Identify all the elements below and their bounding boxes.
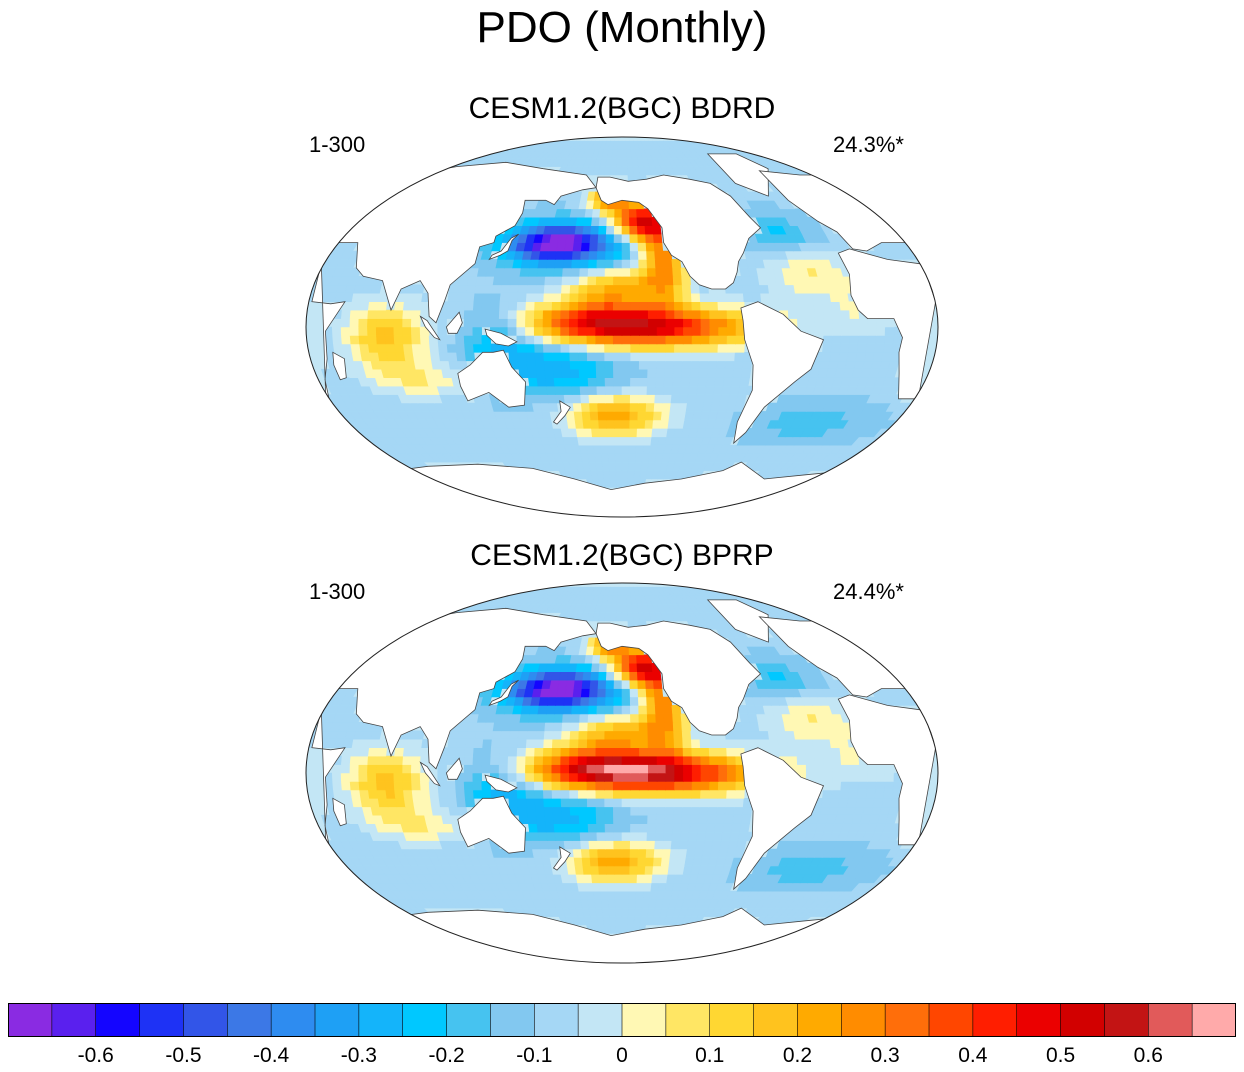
landmass — [484, 774, 518, 793]
colorbar-box — [578, 1003, 623, 1037]
colorbar-box — [1016, 1003, 1061, 1037]
colorbar-box — [929, 1003, 974, 1037]
panel-2-variance: 24.4%* — [833, 579, 904, 604]
colorbar-box — [139, 1003, 184, 1037]
ssta-field — [306, 137, 938, 517]
panel-2-title: CESM1.2(BGC) BPRP — [470, 539, 774, 572]
colorbar-box — [446, 1003, 491, 1037]
landmass — [758, 170, 912, 252]
colorbar-box — [227, 1003, 272, 1037]
colorbar-tick-label: -0.2 — [428, 1044, 465, 1067]
colorbar-tick-label: 0.4 — [958, 1044, 988, 1067]
colorbar-box — [51, 1003, 97, 1037]
landmass — [484, 328, 518, 347]
ssta-field — [306, 583, 938, 963]
colorbar-box — [622, 1003, 667, 1037]
colorbar-box — [1148, 1003, 1193, 1037]
colorbar-tick-label: 0.2 — [782, 1044, 813, 1067]
colorbar-tick-label: -0.4 — [253, 1044, 290, 1067]
colorbar — [8, 1003, 1236, 1037]
landmass — [445, 311, 463, 334]
figure-title: PDO (Monthly) — [476, 3, 768, 52]
colorbar-box — [271, 1003, 316, 1037]
landmass — [595, 174, 762, 290]
colorbar-box — [841, 1003, 886, 1037]
map-outline — [305, 136, 939, 518]
colorbar-box — [358, 1003, 404, 1037]
colorbar-tick-label: 0.1 — [695, 1044, 725, 1067]
colorbar-box — [1104, 1003, 1149, 1037]
colorbar-box — [534, 1003, 579, 1037]
colorbar-box — [95, 1003, 140, 1037]
landmass — [332, 351, 347, 381]
colorbar-tick-label: -0.6 — [77, 1044, 114, 1067]
continents — [311, 599, 937, 963]
landmass — [457, 349, 526, 408]
colorbar-tick-label: 0.3 — [870, 1044, 900, 1067]
landmass — [733, 301, 825, 445]
colorbar-box — [797, 1003, 842, 1037]
colorbar-box — [490, 1003, 535, 1037]
landmass — [706, 599, 769, 643]
panel-1-title: CESM1.2(BGC) BDRD — [468, 92, 776, 125]
landmass — [837, 248, 937, 400]
landmass — [488, 679, 519, 707]
colorbar-box — [972, 1003, 1018, 1037]
colorbar-tick-label: 0.6 — [1133, 1044, 1163, 1067]
landmass — [552, 846, 571, 871]
panel-2-years: 1-300 — [309, 579, 366, 604]
colorbar-tick-label: -0.5 — [165, 1044, 202, 1067]
colorbar-tick-label: 0.5 — [1045, 1044, 1076, 1067]
landmass — [445, 757, 463, 780]
landmass — [488, 233, 519, 261]
landmass — [595, 620, 762, 736]
landmass — [837, 694, 937, 846]
colorbar-box — [1060, 1003, 1105, 1037]
colorbar-box — [753, 1003, 798, 1037]
colorbar-box — [183, 1003, 228, 1037]
colorbar-tick-label: -0.3 — [340, 1044, 377, 1067]
landmass — [332, 797, 347, 827]
landmass — [332, 161, 597, 324]
panel-1-variance: 24.3%* — [833, 132, 904, 157]
panel-1-map — [305, 136, 939, 518]
colorbar-box — [885, 1003, 930, 1037]
landmass — [552, 400, 571, 425]
landmass — [419, 761, 441, 787]
landmass — [332, 607, 597, 770]
landmass — [758, 616, 912, 698]
colorbar-box — [709, 1003, 754, 1037]
landmass — [457, 795, 526, 854]
map-outline — [305, 582, 939, 964]
continents — [311, 153, 937, 517]
panel-2-map — [305, 582, 939, 964]
colorbar-box — [315, 1003, 360, 1037]
landmass — [706, 153, 769, 197]
colorbar-box — [402, 1003, 447, 1037]
colorbar-tick-label: 0 — [616, 1044, 628, 1067]
colorbar-tick-label: -0.1 — [516, 1044, 553, 1067]
landmass — [419, 315, 441, 341]
panel-1-years: 1-300 — [309, 132, 366, 157]
colorbar-box — [8, 1003, 53, 1037]
landmass — [733, 747, 825, 891]
colorbar-box — [1192, 1003, 1236, 1037]
colorbar-box — [665, 1003, 711, 1037]
